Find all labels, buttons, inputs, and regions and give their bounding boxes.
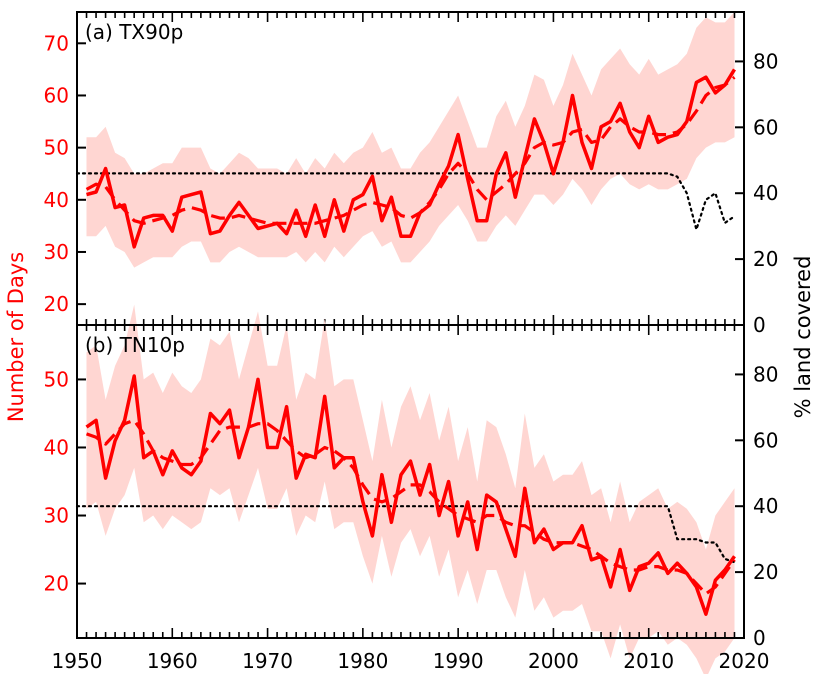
left-tick-label-tn10p: 20 — [44, 572, 69, 596]
x-tick-label: 1980 — [337, 649, 388, 673]
right-tick-label-tn10p: 60 — [753, 428, 778, 452]
coverage-dotted-line-tn10p — [75, 505, 736, 564]
panel-tn10p: 20 30 40 50 0 20 40 60 80 (b) TN10p — [44, 304, 778, 674]
y-axis-title-left: Number of Days — [4, 252, 28, 422]
uncertainty-band-area-tn10p — [86, 304, 735, 674]
right-tick-label-tn10p: 40 — [753, 494, 778, 518]
right-tick-label-tn10p: 80 — [753, 362, 778, 386]
panel-tx90p: 20 30 40 50 60 70 0 20 40 60 80 (a) TX90p — [44, 11, 778, 337]
x-tick-label: 1960 — [147, 649, 198, 673]
right-tick-label-tx90p: 40 — [753, 181, 778, 205]
uncertainty-band-area-tx90p — [86, 12, 735, 268]
left-tick-label-tx90p: 40 — [44, 188, 69, 212]
x-tick-label: 1990 — [433, 649, 484, 673]
x-axis-ticks: 1950 1960 1970 1980 1990 2000 2010 2020 — [52, 649, 770, 673]
y-axis-title-right: % land covered — [791, 256, 815, 419]
series-group-tx90p — [85, 68, 736, 249]
left-tick-label-tx90p: 70 — [44, 31, 69, 55]
x-tick-label: 2010 — [623, 649, 674, 673]
right-tick-label-tn10p: 0 — [753, 626, 766, 650]
left-tick-label-tx90p: 30 — [44, 240, 69, 264]
series-line-annual-tn10p — [85, 374, 736, 616]
ticks-tx90p: 20 30 40 50 60 70 0 20 40 60 80 — [44, 12, 778, 337]
left-tick-label-tn10p: 50 — [44, 367, 69, 391]
left-tick-label-tx90p: 20 — [44, 292, 69, 316]
right-tick-label-tx90p: 60 — [753, 115, 778, 139]
left-tick-label-tx90p: 60 — [44, 83, 69, 107]
uncertainty-band-tx90p — [86, 12, 735, 268]
x-tick-label: 1970 — [242, 649, 293, 673]
right-tick-label-tn10p: 20 — [753, 560, 778, 584]
ticks-tn10p: 20 30 40 50 0 20 40 60 80 — [44, 325, 778, 650]
right-tick-label-tx90p: 80 — [753, 49, 778, 73]
coverage-line-tn10p — [75, 505, 736, 564]
left-tick-label-tx90p: 50 — [44, 136, 69, 160]
x-tick-label: 1950 — [52, 649, 103, 673]
coverage-dotted-line-tx90p — [75, 172, 736, 234]
x-tick-label: 2020 — [719, 649, 770, 673]
panel-label-tn10p: (b) TN10p — [85, 333, 185, 357]
left-tick-label-tn10p: 40 — [44, 435, 69, 459]
series-line-smoothed-tn10p — [85, 418, 736, 596]
coverage-line-tx90p — [75, 172, 736, 234]
left-tick-label-tn10p: 30 — [44, 504, 69, 528]
right-tick-label-tx90p: 0 — [753, 313, 766, 337]
x-tick-label: 2000 — [528, 649, 579, 673]
series-group-tn10p — [85, 374, 736, 616]
series-line-smoothed-tx90p — [85, 75, 736, 225]
uncertainty-band-tn10p — [86, 304, 735, 674]
right-tick-label-tx90p: 20 — [753, 247, 778, 271]
panel-label-tx90p: (a) TX90p — [85, 20, 183, 44]
